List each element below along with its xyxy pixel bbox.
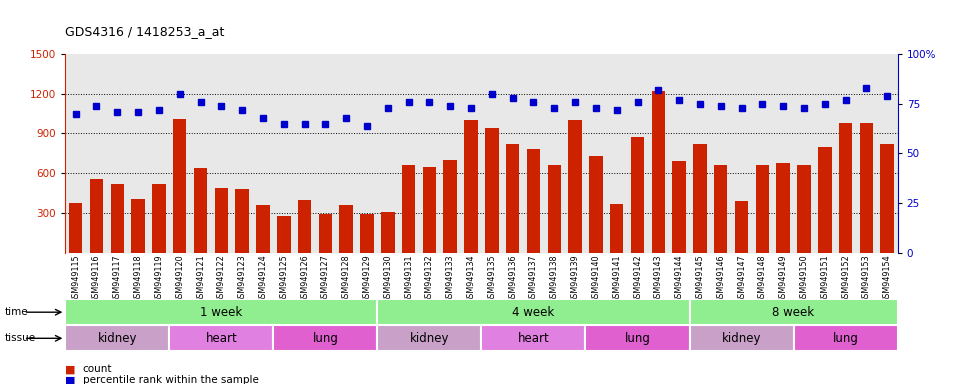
Bar <box>756 166 769 253</box>
Bar <box>215 188 228 253</box>
Bar <box>402 166 416 253</box>
Bar <box>859 123 874 253</box>
Bar <box>340 205 353 253</box>
Text: kidney: kidney <box>410 332 449 345</box>
Bar <box>110 184 124 253</box>
Bar <box>568 120 582 253</box>
Text: 8 week: 8 week <box>773 306 815 319</box>
Text: 1 week: 1 week <box>201 306 243 319</box>
Text: lung: lung <box>312 332 338 345</box>
Text: percentile rank within the sample: percentile rank within the sample <box>83 375 258 384</box>
Bar <box>169 325 274 351</box>
Bar <box>89 179 104 253</box>
Text: time: time <box>5 307 29 317</box>
Bar <box>482 325 586 351</box>
Text: kidney: kidney <box>722 332 761 345</box>
Bar <box>589 156 603 253</box>
Bar <box>586 325 689 351</box>
Bar <box>256 205 270 253</box>
Bar <box>235 189 249 253</box>
Bar <box>797 166 811 253</box>
Bar <box>152 184 166 253</box>
Bar <box>465 120 478 253</box>
Text: heart: heart <box>205 332 237 345</box>
Text: lung: lung <box>625 332 651 345</box>
Bar <box>506 144 519 253</box>
Bar <box>277 216 291 253</box>
Text: count: count <box>83 364 112 374</box>
Text: tissue: tissue <box>5 333 36 343</box>
Text: heart: heart <box>517 332 549 345</box>
Text: ■: ■ <box>65 364 76 374</box>
Bar <box>173 119 186 253</box>
Bar <box>527 149 540 253</box>
Bar <box>381 212 395 253</box>
Bar <box>689 299 898 325</box>
Bar <box>69 203 83 253</box>
Bar <box>794 325 898 351</box>
Bar <box>689 325 794 351</box>
Bar <box>610 204 623 253</box>
Text: lung: lung <box>832 332 858 345</box>
Bar <box>839 123 852 253</box>
Bar <box>377 299 689 325</box>
Text: GDS4316 / 1418253_a_at: GDS4316 / 1418253_a_at <box>65 25 225 38</box>
Bar <box>547 166 561 253</box>
Bar <box>377 325 482 351</box>
Text: ■: ■ <box>65 375 76 384</box>
Bar <box>880 144 894 253</box>
Bar <box>360 214 373 253</box>
Bar <box>194 168 207 253</box>
Bar <box>714 166 728 253</box>
Text: kidney: kidney <box>98 332 137 345</box>
Bar <box>818 147 831 253</box>
Bar <box>132 199 145 253</box>
Bar <box>631 137 644 253</box>
Bar <box>485 128 498 253</box>
Bar <box>693 144 707 253</box>
Bar <box>319 214 332 253</box>
Bar <box>444 160 457 253</box>
Bar <box>652 91 665 253</box>
Bar <box>65 299 377 325</box>
Bar <box>734 201 748 253</box>
Bar <box>65 325 169 351</box>
Bar <box>672 161 685 253</box>
Text: 4 week: 4 week <box>513 306 555 319</box>
Bar <box>777 163 790 253</box>
Bar <box>274 325 377 351</box>
Bar <box>422 167 436 253</box>
Bar <box>298 200 311 253</box>
